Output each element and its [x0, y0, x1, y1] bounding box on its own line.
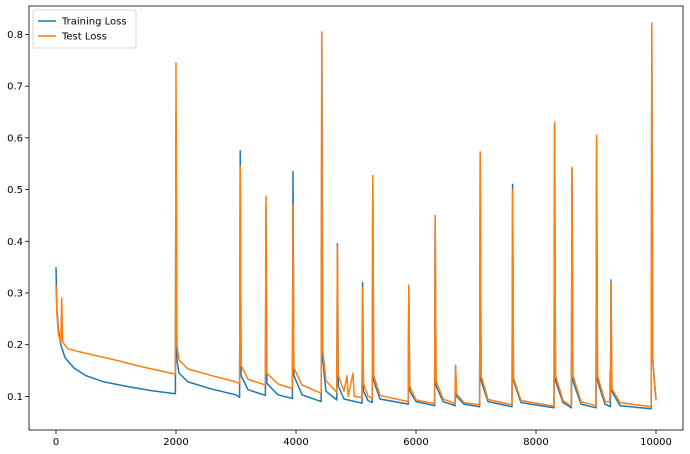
legend-label-test-loss: Test Loss	[61, 32, 107, 43]
x-tick-label: 0	[53, 437, 59, 448]
y-tick-label: 0.7	[7, 82, 23, 93]
series-layer	[55, 22, 657, 410]
x-axis-ticks: 0 2000 4000 6000 8000 10000	[53, 430, 672, 448]
x-tick-label: 4000	[283, 437, 308, 448]
y-tick-label: 0.4	[7, 237, 23, 248]
y-tick-label: 0.5	[7, 185, 23, 196]
axes-frame	[28, 5, 684, 431]
y-axis-ticks: 0.1 0.2 0.3 0.4 0.5 0.6 0.7 0.8	[7, 30, 29, 403]
plot-area-border	[28, 5, 684, 431]
legend: Training Loss Test Loss	[32, 9, 137, 49]
legend-box	[32, 9, 137, 49]
y-tick-label: 0.6	[7, 133, 23, 144]
y-tick-label: 0.8	[7, 30, 23, 41]
x-tick-label: 10000	[640, 437, 672, 448]
y-tick-label: 0.3	[7, 288, 23, 299]
series-line-training-loss	[55, 28, 657, 410]
x-tick-label: 8000	[523, 437, 548, 448]
legend-label-training-loss: Training Loss	[61, 17, 127, 28]
series-line-test-loss	[55, 22, 657, 408]
x-tick-label: 2000	[163, 437, 188, 448]
y-tick-label: 0.2	[7, 340, 23, 351]
x-tick-label: 6000	[403, 437, 428, 448]
y-tick-label: 0.1	[7, 392, 23, 403]
